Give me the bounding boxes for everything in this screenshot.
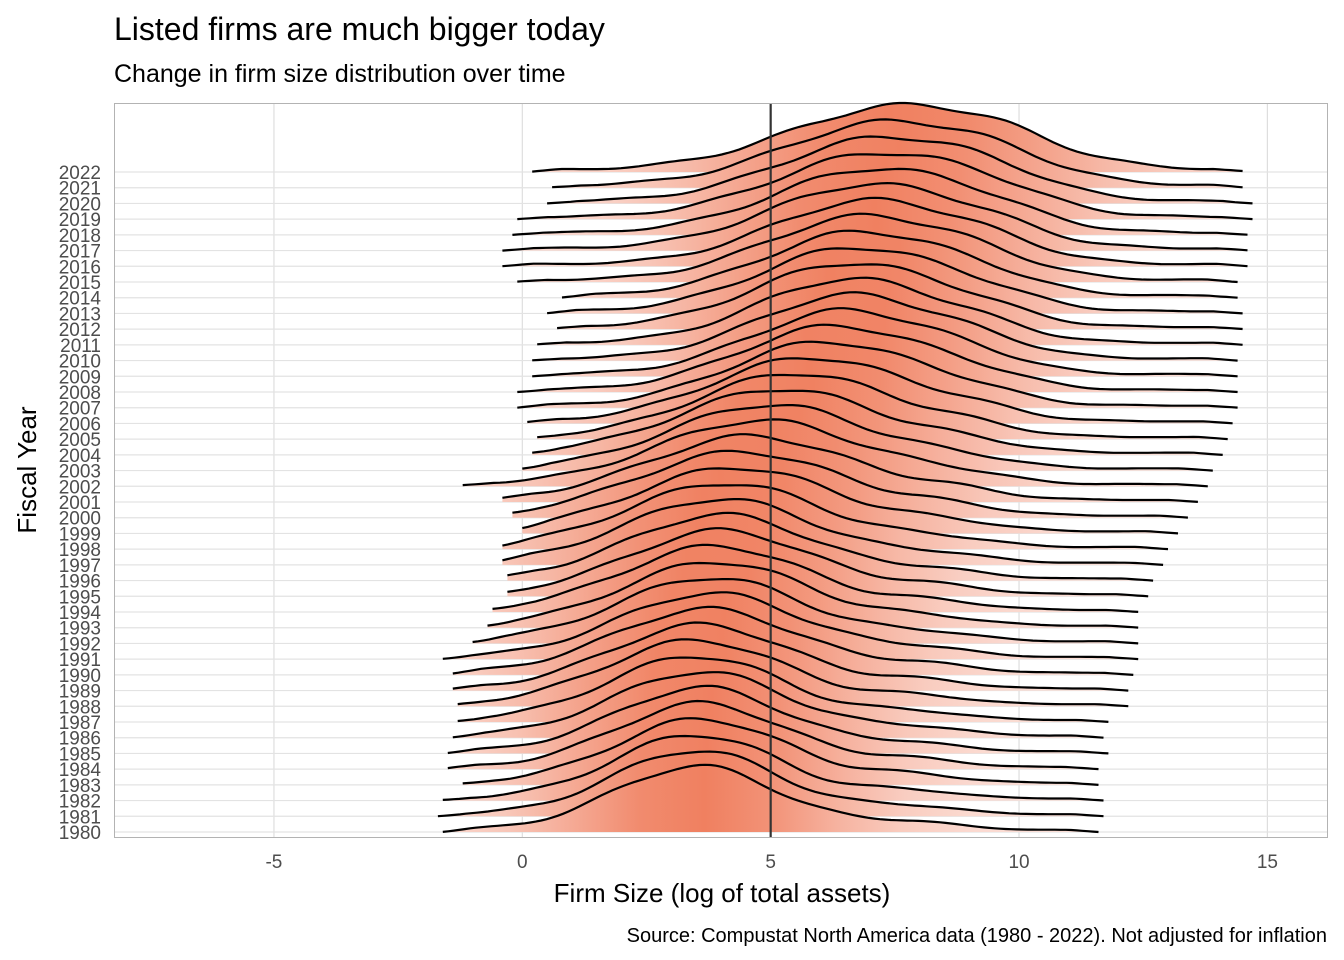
y-tick-labels: 1980198119821983198419851986198719881989… xyxy=(59,163,102,844)
ridge-line-1995 xyxy=(507,527,1149,598)
y-tick-label: 1994 xyxy=(59,603,102,624)
chart-title: Listed firms are much bigger today xyxy=(114,11,605,47)
ridge-line-1992 xyxy=(472,578,1139,645)
ridge-line-1998 xyxy=(502,484,1169,551)
y-tick-label: 1980 xyxy=(59,823,101,844)
ridge-line-2002 xyxy=(462,418,1208,488)
ridge-line-2009 xyxy=(532,307,1238,378)
y-tick-label: 1995 xyxy=(59,587,101,608)
y-tick-label: 2013 xyxy=(59,304,101,325)
x-tick-label: -5 xyxy=(265,852,282,873)
y-tick-label: 2008 xyxy=(59,383,101,404)
ridge-line-2022 xyxy=(532,101,1243,173)
ridge-line-2000 xyxy=(512,449,1188,519)
y-tick-label: 1991 xyxy=(59,650,101,671)
ridge-line-2017 xyxy=(502,181,1248,252)
y-tick-label: 2000 xyxy=(59,509,101,530)
y-tick-label: 2014 xyxy=(59,289,102,310)
y-tick-label: 1999 xyxy=(59,524,101,545)
y-tick-label: 2009 xyxy=(59,367,101,388)
y-tick-label: 1989 xyxy=(59,682,101,703)
x-tick-label: 10 xyxy=(1008,852,1029,873)
y-tick-label: 2004 xyxy=(59,446,102,467)
chart-subtitle: Change in firm size distribution over ti… xyxy=(114,60,566,88)
y-tick-label: 2018 xyxy=(59,226,101,247)
ridge-line-2007 xyxy=(517,340,1238,409)
x-axis-title: Firm Size (log of total assets) xyxy=(554,878,891,908)
ridge-line-2018 xyxy=(512,167,1248,236)
x-tick-label: 0 xyxy=(517,852,528,873)
y-tick-label: 2017 xyxy=(59,242,101,263)
y-tick-label: 2002 xyxy=(59,477,101,498)
y-tick-label: 1998 xyxy=(59,540,101,561)
y-tick-label: 2003 xyxy=(59,462,101,483)
y-tick-label: 2015 xyxy=(59,273,101,294)
y-tick-label: 2001 xyxy=(59,493,101,514)
y-tick-label: 1993 xyxy=(59,619,101,640)
ridge-line-1984 xyxy=(447,699,1099,771)
ridge-line-1999 xyxy=(522,467,1179,535)
ridge-line-1996 xyxy=(507,511,1154,582)
y-tick-label: 2005 xyxy=(59,430,101,451)
ridge-line-2020 xyxy=(547,135,1253,205)
ridge-series xyxy=(437,101,1253,834)
ridge-line-2008 xyxy=(517,323,1238,394)
y-tick-label: 1997 xyxy=(59,556,101,577)
ridge-line-1993 xyxy=(487,561,1139,629)
y-tick-label: 2007 xyxy=(59,399,101,420)
y-tick-label: 2019 xyxy=(59,210,101,231)
y-tick-label: 1986 xyxy=(59,729,101,750)
ridge-line-2005 xyxy=(537,373,1228,441)
y-tick-label: 1985 xyxy=(59,744,101,765)
y-tick-label: 1996 xyxy=(59,572,101,593)
y-tick-label: 2022 xyxy=(59,163,101,184)
y-tick-label: 1983 xyxy=(59,776,101,797)
y-tick-label: 2006 xyxy=(59,414,101,435)
ridge-line-1989 xyxy=(452,621,1129,692)
y-tick-label: 2016 xyxy=(59,257,101,278)
x-tick-label: 5 xyxy=(765,852,776,873)
y-tick-label: 1987 xyxy=(59,713,101,734)
ridge-line-2019 xyxy=(517,153,1253,221)
y-tick-label: 2010 xyxy=(59,352,101,373)
ridge-line-1988 xyxy=(457,638,1129,708)
x-tick-labels: -5 0 5 10 15 xyxy=(265,852,1277,873)
ridge-line-2004 xyxy=(532,389,1223,456)
y-tick-label: 1982 xyxy=(59,792,101,813)
ridge-line-2014 xyxy=(561,229,1238,299)
y-tick-label: 2021 xyxy=(59,179,101,200)
ridge-line-1994 xyxy=(492,543,1139,613)
x-tick-label: 15 xyxy=(1257,852,1278,873)
chart-caption: Source: Compustat North America data (19… xyxy=(627,925,1327,947)
ridge-line-2006 xyxy=(527,357,1233,425)
y-tick-label: 2012 xyxy=(59,320,101,341)
y-tick-label: 1981 xyxy=(59,807,101,828)
ridge-line-1985 xyxy=(447,684,1109,755)
ridge-line-2001 xyxy=(502,433,1198,503)
ridge-line-2013 xyxy=(546,247,1243,315)
ridge-line-2021 xyxy=(552,118,1243,189)
y-tick-label: 1988 xyxy=(59,697,101,718)
y-tick-label: 1990 xyxy=(59,666,101,687)
ridge-line-2011 xyxy=(537,276,1243,346)
ridge-line-1987 xyxy=(457,656,1109,723)
y-axis-title: Fiscal Year xyxy=(12,406,42,534)
ridge-line-1997 xyxy=(502,498,1164,566)
ridge-line-1983 xyxy=(462,717,1099,786)
ridge-line-1986 xyxy=(452,671,1104,739)
ridge-line-1990 xyxy=(452,605,1134,676)
ridge-line-2003 xyxy=(522,404,1213,472)
y-tick-label: 2011 xyxy=(60,336,101,357)
ridge-line-2012 xyxy=(557,263,1243,331)
y-tick-label: 1992 xyxy=(59,634,101,655)
ridge-line-2015 xyxy=(517,212,1238,284)
ridge-line-1991 xyxy=(442,591,1139,661)
ridge-line-2016 xyxy=(502,196,1248,268)
y-tick-label: 2020 xyxy=(59,194,101,215)
y-tick-label: 1984 xyxy=(59,760,102,781)
ridge-line-2010 xyxy=(532,291,1238,362)
ridge-line-1982 xyxy=(442,734,1104,802)
